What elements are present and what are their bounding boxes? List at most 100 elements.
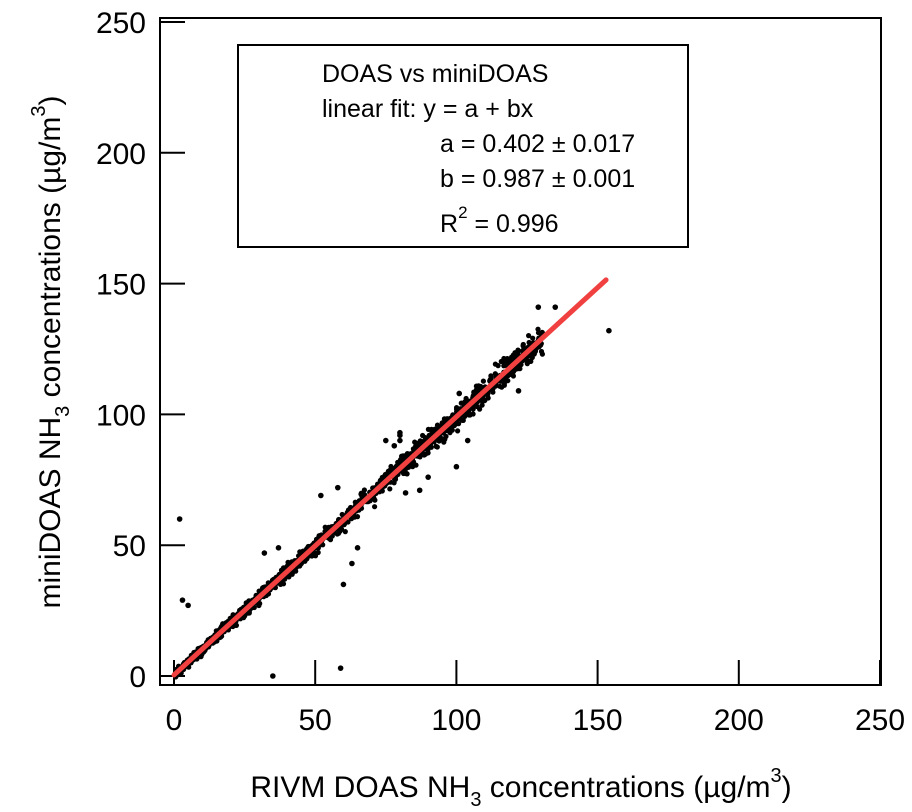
y-title-subscript: 3 xyxy=(52,406,74,417)
data-point xyxy=(387,467,393,473)
data-point xyxy=(416,487,423,494)
data-point xyxy=(413,462,419,468)
data-point xyxy=(436,423,442,429)
data-point xyxy=(257,600,263,607)
data-point xyxy=(179,597,186,603)
annotation-r-squared: R2 = 0.996 xyxy=(440,203,559,238)
y-title-main: miniDOAS NH xyxy=(34,417,67,609)
data-point xyxy=(361,487,367,493)
data-point xyxy=(456,390,463,397)
data-point xyxy=(515,388,522,394)
data-point xyxy=(309,553,315,559)
data-point xyxy=(410,446,416,452)
data-point xyxy=(520,343,526,349)
data-point xyxy=(535,330,542,336)
data-point xyxy=(372,504,378,510)
data-point xyxy=(425,426,431,432)
plot-frame xyxy=(159,17,882,686)
linear-fit-line xyxy=(171,277,609,678)
annotation-box: DOAS vs miniDOAS linear fit: y = a + bx … xyxy=(237,44,689,248)
data-point xyxy=(453,463,460,470)
data-point xyxy=(387,486,393,492)
x-tick-label: 100 xyxy=(431,704,481,737)
data-point xyxy=(526,333,532,339)
x-tick-label: 50 xyxy=(299,704,332,737)
data-point xyxy=(454,406,460,412)
annotation-a-value: a = 0.402 ± 0.017 xyxy=(440,130,635,158)
data-point xyxy=(286,574,292,580)
data-point xyxy=(334,484,341,491)
data-point xyxy=(395,459,401,465)
data-point xyxy=(503,378,509,384)
data-point xyxy=(466,412,472,418)
x-title-superscript: 3 xyxy=(771,765,782,787)
annotation-title: DOAS vs miniDOAS xyxy=(322,60,548,88)
data-point xyxy=(270,673,276,679)
data-point xyxy=(606,327,612,334)
r-value: = 0.996 xyxy=(468,210,559,238)
y-tick-label: 250 xyxy=(96,7,146,40)
x-tick-label: 0 xyxy=(166,704,183,737)
x-title-close: ) xyxy=(782,771,792,804)
y-axis-ticks: 0 50 100 150 200 250 xyxy=(96,7,185,694)
data-point xyxy=(243,600,249,606)
data-point xyxy=(337,665,344,671)
data-point xyxy=(459,417,465,423)
data-point xyxy=(397,429,403,436)
data-point xyxy=(438,435,444,442)
y-tick-label: 100 xyxy=(96,399,146,432)
data-point xyxy=(539,351,546,357)
y-tick-label: 50 xyxy=(113,530,146,563)
data-point xyxy=(420,432,426,439)
data-point xyxy=(488,376,494,382)
data-point xyxy=(425,474,431,480)
y-axis-title-group: miniDOAS NH3 concentrations (µg/m3) xyxy=(28,95,74,608)
data-point xyxy=(525,358,531,364)
data-point xyxy=(176,516,183,522)
y-tick-label: 200 xyxy=(96,138,146,171)
x-tick-label: 200 xyxy=(714,704,764,737)
annotation-b-value: b = 0.987 ± 0.001 xyxy=(440,165,635,193)
y-axis-title: miniDOAS NH3 concentrations (µg/m3) xyxy=(28,95,74,608)
data-point xyxy=(230,612,236,618)
data-point xyxy=(318,492,324,499)
y-title-units: concentrations (µg/m xyxy=(34,117,67,406)
data-point xyxy=(492,371,498,377)
data-point xyxy=(509,354,515,360)
data-point xyxy=(391,442,398,449)
x-title-units: concentrations (µg/m xyxy=(481,771,770,804)
data-point xyxy=(515,347,521,353)
data-point xyxy=(349,560,355,567)
annotation-frame xyxy=(237,44,689,248)
data-point xyxy=(399,453,405,459)
data-point xyxy=(479,398,485,405)
data-point xyxy=(422,451,429,457)
r-letter: R xyxy=(440,210,458,238)
r-exponent: 2 xyxy=(458,203,467,222)
data-point xyxy=(464,437,471,444)
data-point xyxy=(535,304,542,310)
data-point xyxy=(352,514,358,520)
data-point xyxy=(552,304,559,310)
data-point xyxy=(261,550,268,556)
data-point xyxy=(502,359,508,365)
data-point xyxy=(447,430,453,436)
data-point xyxy=(342,529,348,535)
data-point xyxy=(397,437,403,444)
data-point xyxy=(340,581,347,588)
data-point xyxy=(429,430,435,436)
data-point xyxy=(499,384,505,390)
y-tick-label: 150 xyxy=(96,269,146,302)
data-point xyxy=(473,387,480,393)
y-tick-label: 0 xyxy=(129,661,146,694)
data-points xyxy=(172,304,612,680)
data-point xyxy=(185,602,191,609)
y-title-superscript: 3 xyxy=(28,105,50,116)
y-title-close: ) xyxy=(34,95,67,105)
x-title-subscript: 3 xyxy=(470,789,481,811)
data-point xyxy=(383,437,389,444)
data-point xyxy=(354,545,361,551)
data-point xyxy=(402,490,409,496)
data-point xyxy=(233,622,239,629)
x-tick-label: 250 xyxy=(855,704,905,737)
